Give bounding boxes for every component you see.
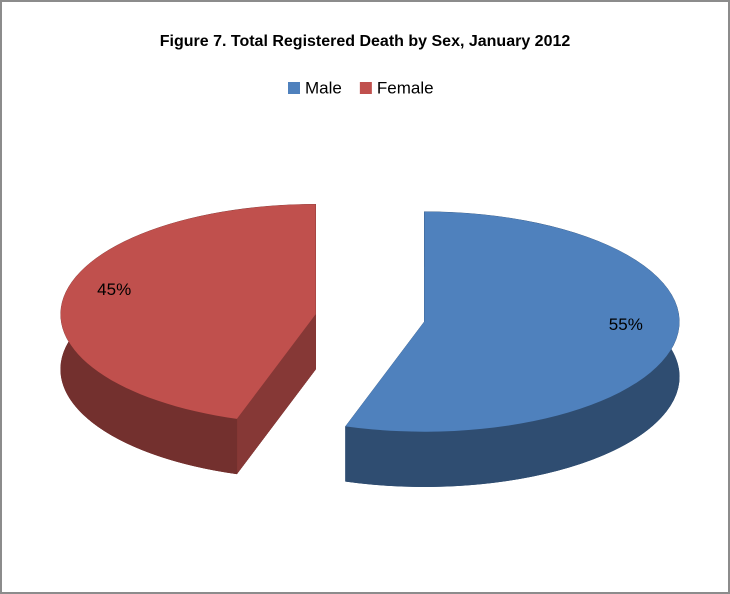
data-label: 55% bbox=[609, 315, 643, 334]
slice bbox=[345, 211, 680, 432]
legend-label: Male bbox=[305, 78, 342, 97]
legend-label: Female bbox=[377, 78, 434, 97]
legend-swatch bbox=[359, 82, 372, 94]
pie: 55% 45% bbox=[60, 204, 680, 487]
legend: Male Female bbox=[288, 78, 434, 97]
slice bbox=[60, 204, 316, 419]
legend-swatch bbox=[288, 82, 300, 94]
data-label: 45% bbox=[97, 280, 131, 299]
chart-title: Figure 7. Total Registered Death by Sex,… bbox=[160, 33, 571, 50]
